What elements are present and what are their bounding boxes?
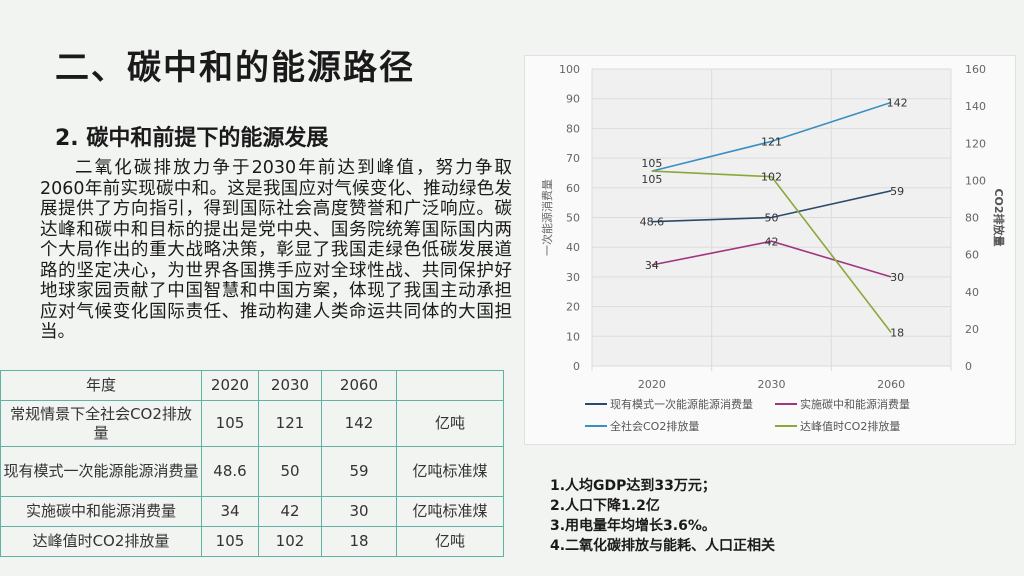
table-cell: 亿吨 (396, 400, 504, 447)
y-axis-title: 一次能源消费量 (540, 179, 554, 256)
data-label: 50 (765, 212, 779, 225)
table-header-cell: 2020 (201, 370, 259, 401)
table-cell: 实施碳中和能源消费量 (0, 496, 202, 527)
y2-tick-label: 160 (965, 63, 986, 76)
y-tick-label: 0 (573, 360, 580, 373)
table-header-cell: 2060 (321, 370, 397, 401)
y2-tick-label: 120 (965, 137, 986, 150)
data-label: 18 (890, 327, 904, 340)
note-item: 1.人均GDP达到33万元； (550, 478, 716, 494)
slide-subtitle: 2. 碳中和前提下的能源发展 (55, 126, 329, 151)
y2-tick-label: 0 (965, 360, 972, 373)
table-cell: 59 (321, 446, 397, 497)
table-cell: 30 (321, 496, 397, 527)
data-label: 34 (645, 259, 659, 272)
table-header-cell: 年度 (0, 370, 202, 401)
table-cell: 常规情景下全社会CO2排放量 (0, 400, 202, 447)
y-tick-label: 100 (559, 63, 580, 76)
table-row: 现有模式一次能源能源消费量 48.6 50 59 亿吨标准煤 (0, 446, 504, 497)
table-cell: 亿吨标准煤 (396, 446, 504, 497)
y-tick-label: 90 (566, 93, 580, 106)
table-cell: 48.6 (201, 446, 259, 497)
y2-tick-label: 80 (965, 212, 979, 225)
table-cell: 50 (258, 446, 322, 497)
y-tick-label: 60 (566, 182, 580, 195)
series-line (651, 189, 892, 223)
table-row: 达峰值时CO2排放量 105 102 18 亿吨 (0, 526, 504, 557)
y-tick-label: 10 (566, 330, 580, 343)
data-label: 142 (887, 96, 908, 109)
x-tick-label: 2030 (758, 378, 786, 391)
data-label: 102 (761, 171, 782, 184)
note-item: 3.用电量年均增长3.6%。 (550, 518, 716, 534)
table-cell: 105 (201, 400, 259, 447)
table-cell: 亿吨 (396, 526, 504, 557)
table-cell: 达峰值时CO2排放量 (0, 526, 202, 557)
table-cell: 18 (321, 526, 397, 557)
table-row: 常规情景下全社会CO2排放量 105 121 142 亿吨 (0, 400, 504, 447)
legend-label: 全社会CO2排放量 (610, 419, 699, 433)
table-header-cell: 2030 (258, 370, 322, 401)
data-label: 30 (890, 271, 904, 284)
legend-label: 达峰值时CO2排放量 (800, 419, 900, 433)
data-table: 年度 2020 2030 2060 常规情景下全社会CO2排放量 105 121… (0, 370, 504, 557)
table-cell: 102 (258, 526, 322, 557)
y-tick-label: 40 (566, 241, 580, 254)
data-label: 121 (761, 135, 782, 148)
y2-axis-title: CO2排放量 (992, 188, 1006, 246)
slide-title: 二、碳中和的能源路径 (55, 48, 415, 88)
chart-svg: 0102030405060708090100020406080100120140… (540, 63, 1006, 433)
x-tick-label: 2060 (877, 378, 905, 391)
x-tick-label: 2020 (638, 378, 666, 391)
table-cell: 34 (201, 496, 259, 527)
y-tick-label: 50 (566, 212, 580, 225)
table-cell: 105 (201, 526, 259, 557)
series-line (651, 170, 892, 334)
data-label: 59 (890, 185, 904, 198)
y2-tick-label: 100 (965, 174, 986, 187)
y-tick-label: 70 (566, 152, 580, 165)
line-chart: 0 10 20 30 40 50 60 70 80 90 100 0 20 40 60 80 100 120 140… (524, 55, 1016, 445)
table-cell: 142 (321, 400, 397, 447)
y-tick-label: 30 (566, 271, 580, 284)
y-tick-label: 20 (566, 301, 580, 314)
body-paragraph: 二氧化碳排放力争于2030年前达到峰值，努力争取2060年前实现碳中和。这是我国… (40, 158, 512, 342)
notes-list: 1.人均GDP达到33万元； 2.人口下降1.2亿 3.用电量年均增长3.6%。… (550, 476, 775, 556)
table-header-row: 年度 2020 2030 2060 (0, 370, 504, 401)
legend-label: 实施碳中和能源消费量 (800, 397, 910, 411)
data-label: 48.6 (640, 216, 665, 229)
series-line (651, 101, 892, 172)
y2-tick-label: 60 (965, 249, 979, 262)
table-cell: 现有模式一次能源能源消费量 (0, 446, 202, 497)
note-item: 2.人口下降1.2亿 (550, 498, 660, 514)
y2-tick-label: 20 (965, 323, 979, 336)
table-cell: 121 (258, 400, 322, 447)
table-row: 实施碳中和能源消费量 34 42 30 亿吨标准煤 (0, 496, 504, 527)
y2-tick-label: 140 (965, 100, 986, 113)
y2-tick-label: 40 (965, 286, 979, 299)
y-tick-label: 80 (566, 122, 580, 135)
data-label: 42 (765, 235, 779, 248)
series-line (651, 240, 892, 278)
legend-label: 现有模式一次能源能源消费量 (610, 397, 753, 411)
table-cell: 42 (258, 496, 322, 527)
table-cell: 亿吨标准煤 (396, 496, 504, 527)
table-header-cell (396, 370, 504, 401)
data-label: 105 (641, 157, 662, 170)
data-label: 105 (641, 173, 662, 186)
note-item: 4.二氧化碳排放与能耗、人口正相关 (550, 538, 776, 554)
